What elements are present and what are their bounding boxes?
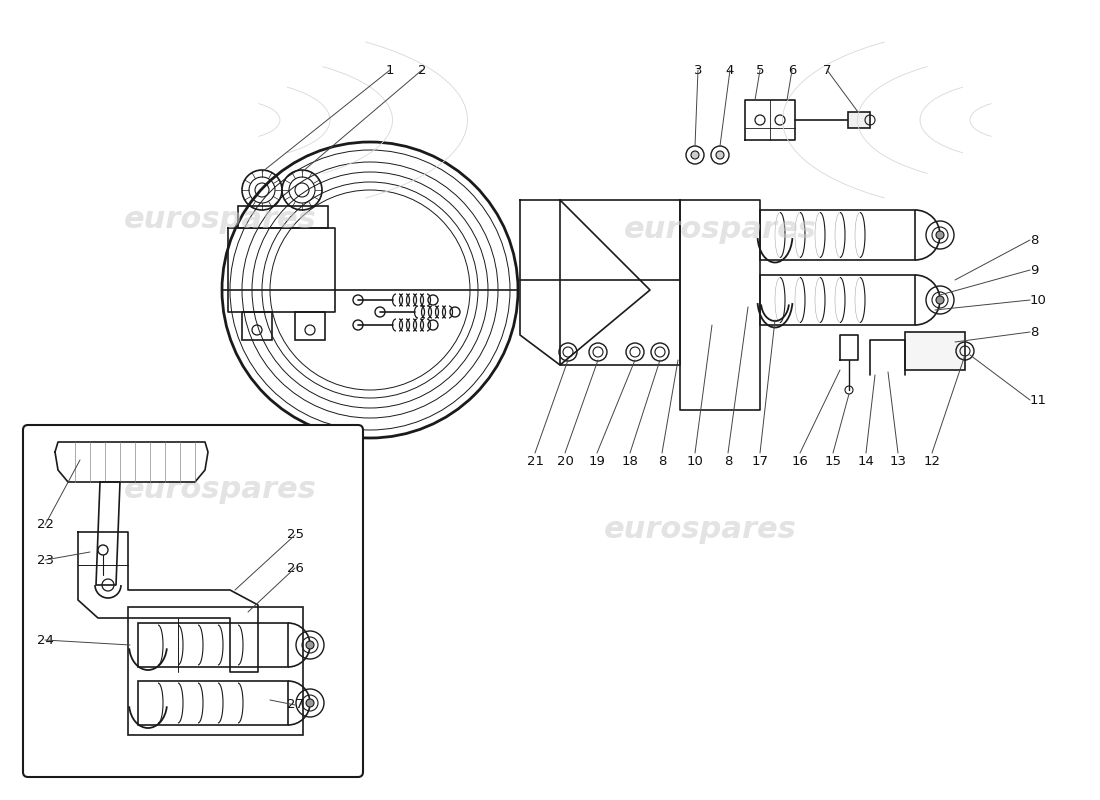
Text: 9: 9	[1030, 263, 1038, 277]
Text: eurospares: eurospares	[604, 515, 796, 545]
Text: eurospares: eurospares	[123, 475, 317, 505]
Bar	[760, 275, 915, 325]
Text: 24: 24	[36, 634, 54, 646]
Text: 22: 22	[36, 518, 54, 531]
Text: 6: 6	[788, 63, 796, 77]
Text: eurospares: eurospares	[624, 215, 816, 245]
Text: 3: 3	[694, 63, 702, 77]
Bar	[905, 332, 965, 370]
Circle shape	[306, 641, 313, 649]
Text: 4: 4	[726, 63, 734, 77]
Bar	[138, 681, 288, 725]
Text: 11: 11	[1030, 394, 1047, 406]
Text: 10: 10	[686, 455, 703, 468]
Text: 8: 8	[1030, 326, 1038, 338]
Text: 8: 8	[1030, 234, 1038, 246]
Bar	[760, 210, 915, 260]
Text: 25: 25	[286, 529, 304, 542]
Circle shape	[306, 699, 313, 707]
Bar	[138, 623, 288, 667]
Text: 13: 13	[890, 455, 906, 468]
Text: 17: 17	[751, 455, 769, 468]
Circle shape	[936, 296, 944, 304]
Bar	[295, 312, 324, 340]
Bar	[848, 112, 870, 128]
Text: 18: 18	[621, 455, 638, 468]
Circle shape	[936, 231, 944, 239]
Text: 20: 20	[557, 455, 573, 468]
Text: 8: 8	[658, 455, 667, 468]
Text: 12: 12	[924, 455, 940, 468]
Text: 7: 7	[823, 63, 832, 77]
Text: 21: 21	[527, 455, 543, 468]
Text: 1: 1	[386, 63, 394, 77]
Text: 2: 2	[418, 63, 427, 77]
FancyBboxPatch shape	[23, 425, 363, 777]
Bar	[238, 206, 328, 228]
Text: 10: 10	[1030, 294, 1047, 306]
Text: 8: 8	[724, 455, 733, 468]
Text: 19: 19	[588, 455, 605, 468]
Circle shape	[716, 151, 724, 159]
Text: 27: 27	[286, 698, 304, 711]
Bar	[242, 312, 272, 340]
Bar	[128, 607, 303, 735]
Text: eurospares: eurospares	[123, 206, 317, 234]
Text: 16: 16	[792, 455, 808, 468]
Text: 14: 14	[858, 455, 874, 468]
Text: 15: 15	[825, 455, 842, 468]
Text: 26: 26	[287, 562, 304, 574]
Text: 23: 23	[36, 554, 54, 566]
Circle shape	[691, 151, 698, 159]
Text: 5: 5	[756, 63, 764, 77]
